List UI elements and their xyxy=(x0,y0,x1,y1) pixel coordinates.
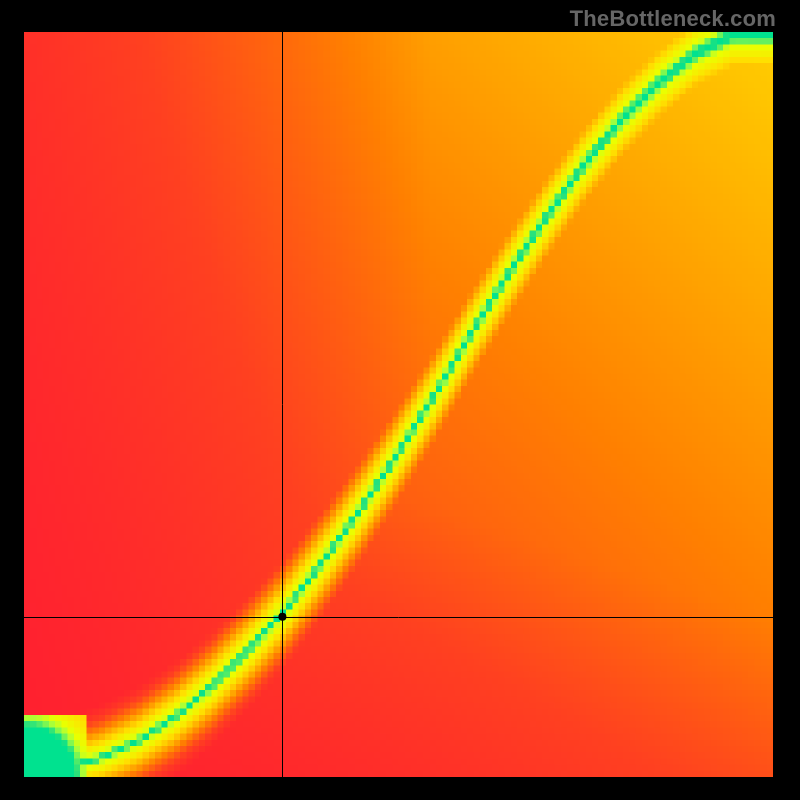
chart-container: TheBottleneck.com xyxy=(0,0,800,800)
watermark-text: TheBottleneck.com xyxy=(570,6,776,32)
crosshair-overlay xyxy=(24,32,773,777)
heatmap-plot-area xyxy=(24,32,773,777)
